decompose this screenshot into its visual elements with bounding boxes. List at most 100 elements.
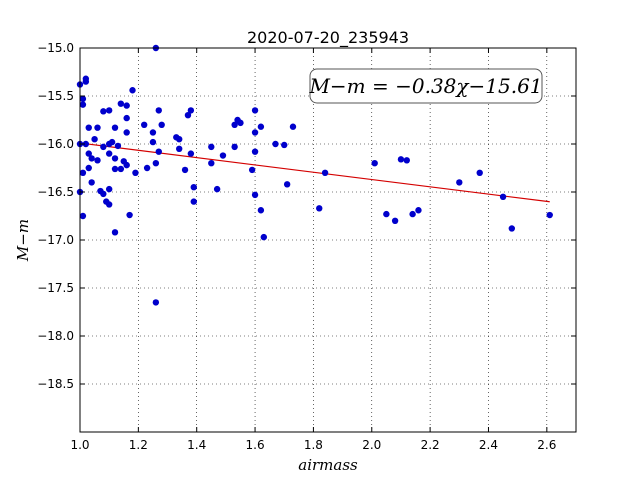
data-point [82,75,90,82]
data-point [132,169,139,176]
x-tick-label: 1.2 [129,438,148,452]
data-point [403,157,410,164]
data-point [105,107,113,114]
fit-equation: M−m = −0.38χ−15.61 [308,74,542,98]
y-tick-label: −16.0 [37,137,74,151]
data-point [94,157,101,164]
data-point [79,212,87,220]
data-points [76,44,553,306]
data-point [149,138,157,146]
data-point [184,112,192,119]
data-point [88,179,95,186]
data-point [508,225,516,232]
y-tick-label: −15.5 [37,89,74,103]
x-tick-label: 1.8 [304,438,323,452]
y-tick-label: −17.5 [37,281,74,295]
y-tick-label: −16.5 [37,185,74,199]
data-point [316,205,323,212]
data-point [219,152,227,159]
x-tick-label: 1.4 [187,438,206,452]
data-point [237,119,244,127]
y-axis-label: M−m [14,219,32,262]
data-point [257,207,265,214]
data-point [283,181,291,188]
data-point [176,145,183,152]
data-point [190,184,197,191]
data-point [289,123,297,130]
x-axis-label: airmass [298,456,358,474]
data-point [85,124,92,131]
data-point [85,164,92,172]
data-point [181,166,189,174]
data-point [111,165,119,173]
data-point [117,100,125,107]
data-point [152,299,160,306]
data-point [231,143,238,151]
x-tick-label: 2.6 [537,438,556,452]
data-point [208,143,215,151]
data-point [126,211,133,219]
data-point [105,185,113,193]
axis-ticks [79,47,576,432]
data-point [108,138,116,146]
data-point [251,191,259,199]
data-point [409,210,416,218]
data-point [251,129,259,136]
data-point [281,141,288,149]
data-point [117,165,125,173]
data-point [100,190,107,198]
x-tick-label: 1.6 [246,438,265,452]
x-tick-label: 1.0 [70,438,89,452]
data-point [123,129,130,136]
data-point [111,155,119,162]
data-point [123,114,130,122]
data-point [111,229,119,236]
data-point [251,148,259,155]
data-point [91,136,98,143]
data-point [85,150,92,157]
data-point [79,95,87,103]
x-tick-label: 2.4 [479,438,498,452]
data-point [251,107,259,114]
data-point [79,101,87,108]
x-tick-label: 2.0 [362,438,381,452]
data-point [476,169,483,176]
y-tick-labels: −15.0 −15.5 −16.0 −16.5 −17.0 −17.5 −18.0 −18.5 [37,41,74,391]
data-point [111,124,119,131]
data-point [79,169,87,176]
data-point [391,217,399,224]
data-point [456,179,463,186]
data-point [272,140,279,148]
grid-lines [80,48,576,432]
y-tick-label: −17.0 [37,233,74,247]
data-point [100,143,107,151]
data-point [397,156,405,163]
y-tick-label: −18.0 [37,329,74,343]
data-point [248,166,256,174]
data-point [231,121,238,128]
data-point [257,123,265,130]
data-point [88,155,95,162]
data-point [499,193,507,200]
x-tick-label: 2.2 [421,438,440,452]
data-point [155,107,162,114]
data-point [415,207,422,214]
data-point [260,233,268,241]
data-point [100,108,107,115]
y-tick-label: −15.0 [37,41,74,55]
data-point [143,164,151,172]
data-point [213,185,221,193]
data-point [371,160,378,167]
data-point [187,150,195,157]
data-point [149,129,157,136]
data-point [546,211,553,219]
x-tick-labels: 1.0 1.2 1.4 1.6 1.8 2.0 2.2 2.4 2.6 [70,438,556,452]
chart-title: 2020-07-20_235943 [247,28,409,48]
data-point [155,148,162,155]
data-point [114,142,122,150]
data-point [94,124,101,131]
data-point [123,102,130,109]
data-point [105,201,113,208]
data-point [158,121,165,128]
